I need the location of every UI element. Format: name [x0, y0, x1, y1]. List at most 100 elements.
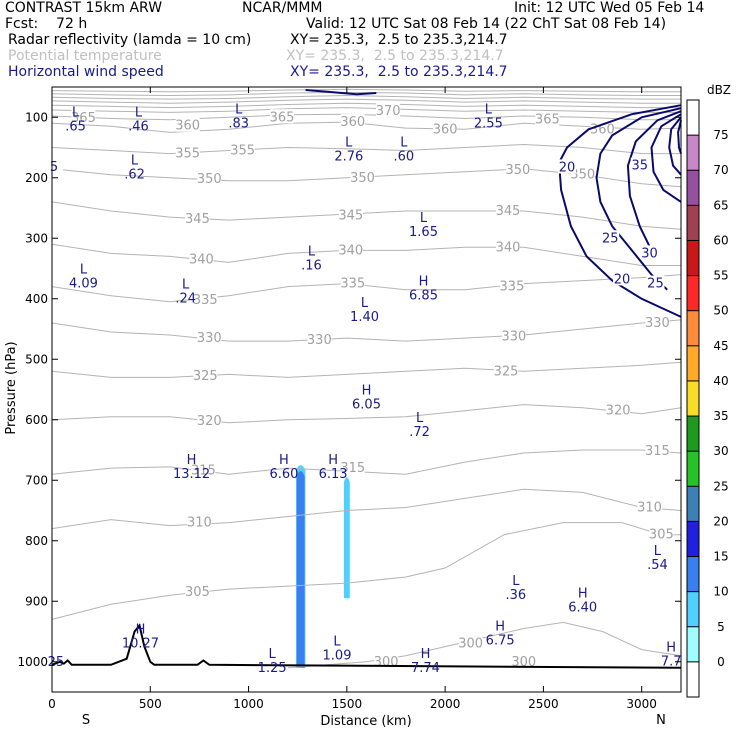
theta-label-bg-7: [590, 121, 615, 136]
colorbar-label-50: 50: [713, 304, 728, 318]
theta-label-bg-40: [511, 653, 536, 668]
theta-label-bg-25: [307, 331, 332, 346]
hl-value-17: 6.13: [319, 467, 348, 482]
theta-contour-380: [51, 98, 681, 104]
hl-letter-25: H: [421, 647, 431, 662]
hl-letter-10: L: [182, 278, 190, 293]
theta-label-39: 300: [458, 637, 483, 652]
theta-label-19: 340: [496, 240, 521, 255]
hl-value-11: 6.85: [409, 289, 438, 304]
theta-label-bg-35: [637, 499, 662, 514]
axes-layer: 100 200 300 400 500 600 700 800 900 1000 0 500 1000 1…: [17, 87, 681, 711]
wind-label-1: 35: [631, 159, 648, 174]
hl-value-20: 6.40: [568, 600, 597, 615]
field-theta-xy: XY= 235.3, 2.5 to 235.3,214.7: [286, 48, 504, 64]
colorbar-label-65: 65: [713, 198, 728, 212]
colorbar-label-45: 45: [713, 339, 728, 353]
hl-letter-0: L: [72, 105, 80, 120]
y-tick-label-500: 500: [25, 352, 48, 366]
theta-contour-325: [51, 361, 682, 378]
theta-label-13: 350: [570, 168, 595, 183]
hl-value-4: 2.76: [334, 150, 363, 165]
theta-label-25: 330: [307, 333, 332, 348]
theta-label-bg-26: [501, 328, 526, 343]
colorbar-label-15: 15: [713, 550, 728, 564]
theta-label-21: 335: [340, 277, 365, 292]
hl-letter-9: L: [80, 263, 88, 278]
x-tick-label-1500: 1500: [332, 697, 363, 711]
theta-label-4: 370: [376, 104, 401, 119]
hl-value-19: .36: [506, 588, 527, 603]
hl-letter-6: L: [131, 154, 139, 169]
colorbar-label-0: 0: [717, 655, 725, 669]
hl-value-14: .72: [409, 425, 430, 440]
x-axis-title: Distance (km): [320, 714, 411, 729]
hl-value-13: 6.05: [352, 398, 381, 413]
theta-label-10: 350: [197, 172, 222, 187]
valid-time: Valid: 12 UTC Sat 08 Feb 14 (22 ChT Sat …: [306, 16, 667, 32]
colorbar-swatch-3: [687, 556, 699, 592]
hl-letter-15: H: [187, 453, 197, 468]
theta-label-bg-38: [374, 653, 399, 668]
hl-letter-5: L: [400, 136, 408, 151]
colorbar-swatch-9: [687, 345, 699, 381]
theta-label-bg-9: [230, 142, 255, 157]
wind-contour-2: [595, 107, 682, 291]
theta-label-29: 320: [197, 414, 222, 429]
hl-value-15: 13.12: [173, 467, 210, 482]
colorbar: 0 5 10 15 20 25 30 35 40 45 50 55 60 65 70 75 dBZ: [686, 83, 731, 698]
colorbar-label-75: 75: [713, 128, 728, 142]
theta-contour-320: [51, 404, 682, 424]
hl-value-10: .24: [175, 292, 196, 307]
hl-letter-8: L: [308, 244, 316, 259]
theta-label-bg-30: [606, 402, 631, 417]
theta-label-8: 355: [175, 147, 200, 162]
y-tick-label-200: 200: [25, 171, 48, 185]
theta-label-bg-4: [376, 103, 401, 118]
theta-label-3: 360: [340, 115, 365, 130]
theta-label-0: 365: [71, 111, 96, 126]
theta-label-bg-22: [499, 278, 524, 293]
hl-letter-7: L: [420, 211, 428, 226]
x-tick-label-3000: 3000: [626, 697, 657, 711]
field-reflectivity-xy: XY= 235.3, 2.5 to 235.3,214.7: [290, 32, 508, 48]
hl-value-26: 7.7: [661, 655, 682, 670]
hl-letter-18: L: [654, 544, 662, 559]
theta-label-bg-20: [193, 291, 218, 306]
theta-label-20: 335: [193, 293, 218, 308]
y-tick-label-100: 100: [25, 110, 48, 124]
theta-contour-355: [51, 143, 681, 155]
theta-label-17: 340: [189, 252, 214, 267]
theta-label-bg-31: [191, 462, 216, 477]
hl-value-3: 2.55: [474, 116, 503, 131]
theta-label-bg-13: [570, 166, 595, 181]
theta-contour-345: [51, 201, 682, 230]
theta-label-bg-14: [185, 210, 210, 225]
theta-label-12: 350: [505, 163, 530, 178]
theta-label-bg-19: [496, 239, 521, 254]
theta-label-30: 320: [606, 404, 631, 419]
hl-letter-20: H: [578, 586, 588, 601]
theta-label-bg-11: [350, 169, 375, 184]
theta-label-bg-18: [338, 242, 363, 257]
field-wind-xy: XY= 235.3, 2.5 to 235.3,214.7: [290, 64, 508, 80]
hl-letter-23: L: [333, 635, 341, 650]
field-reflectivity: Radar reflectivity (lamda = 10 cm): [8, 32, 252, 48]
colorbar-swatch-11: [687, 275, 699, 311]
theta-label-5: 360: [433, 122, 458, 137]
theta-contour-335: [51, 274, 682, 303]
hl-letter-19: L: [512, 574, 520, 589]
colorbar-swatch-5: [687, 486, 699, 522]
y-tick-label-300: 300: [25, 231, 48, 245]
hl-letter-2: L: [235, 102, 243, 117]
colorbar-label-60: 60: [713, 233, 728, 247]
colorbar-swatch-7: [687, 416, 699, 452]
wind-label-bg-6: [44, 158, 63, 173]
hl-letter-11: H: [419, 275, 429, 290]
wind-contour-3: [626, 110, 682, 251]
colorbar-swatch-12: [687, 240, 699, 276]
theta-label-37: 305: [649, 528, 674, 543]
theta-label-36: 305: [185, 585, 210, 600]
theta-label-bg-33: [645, 443, 670, 458]
